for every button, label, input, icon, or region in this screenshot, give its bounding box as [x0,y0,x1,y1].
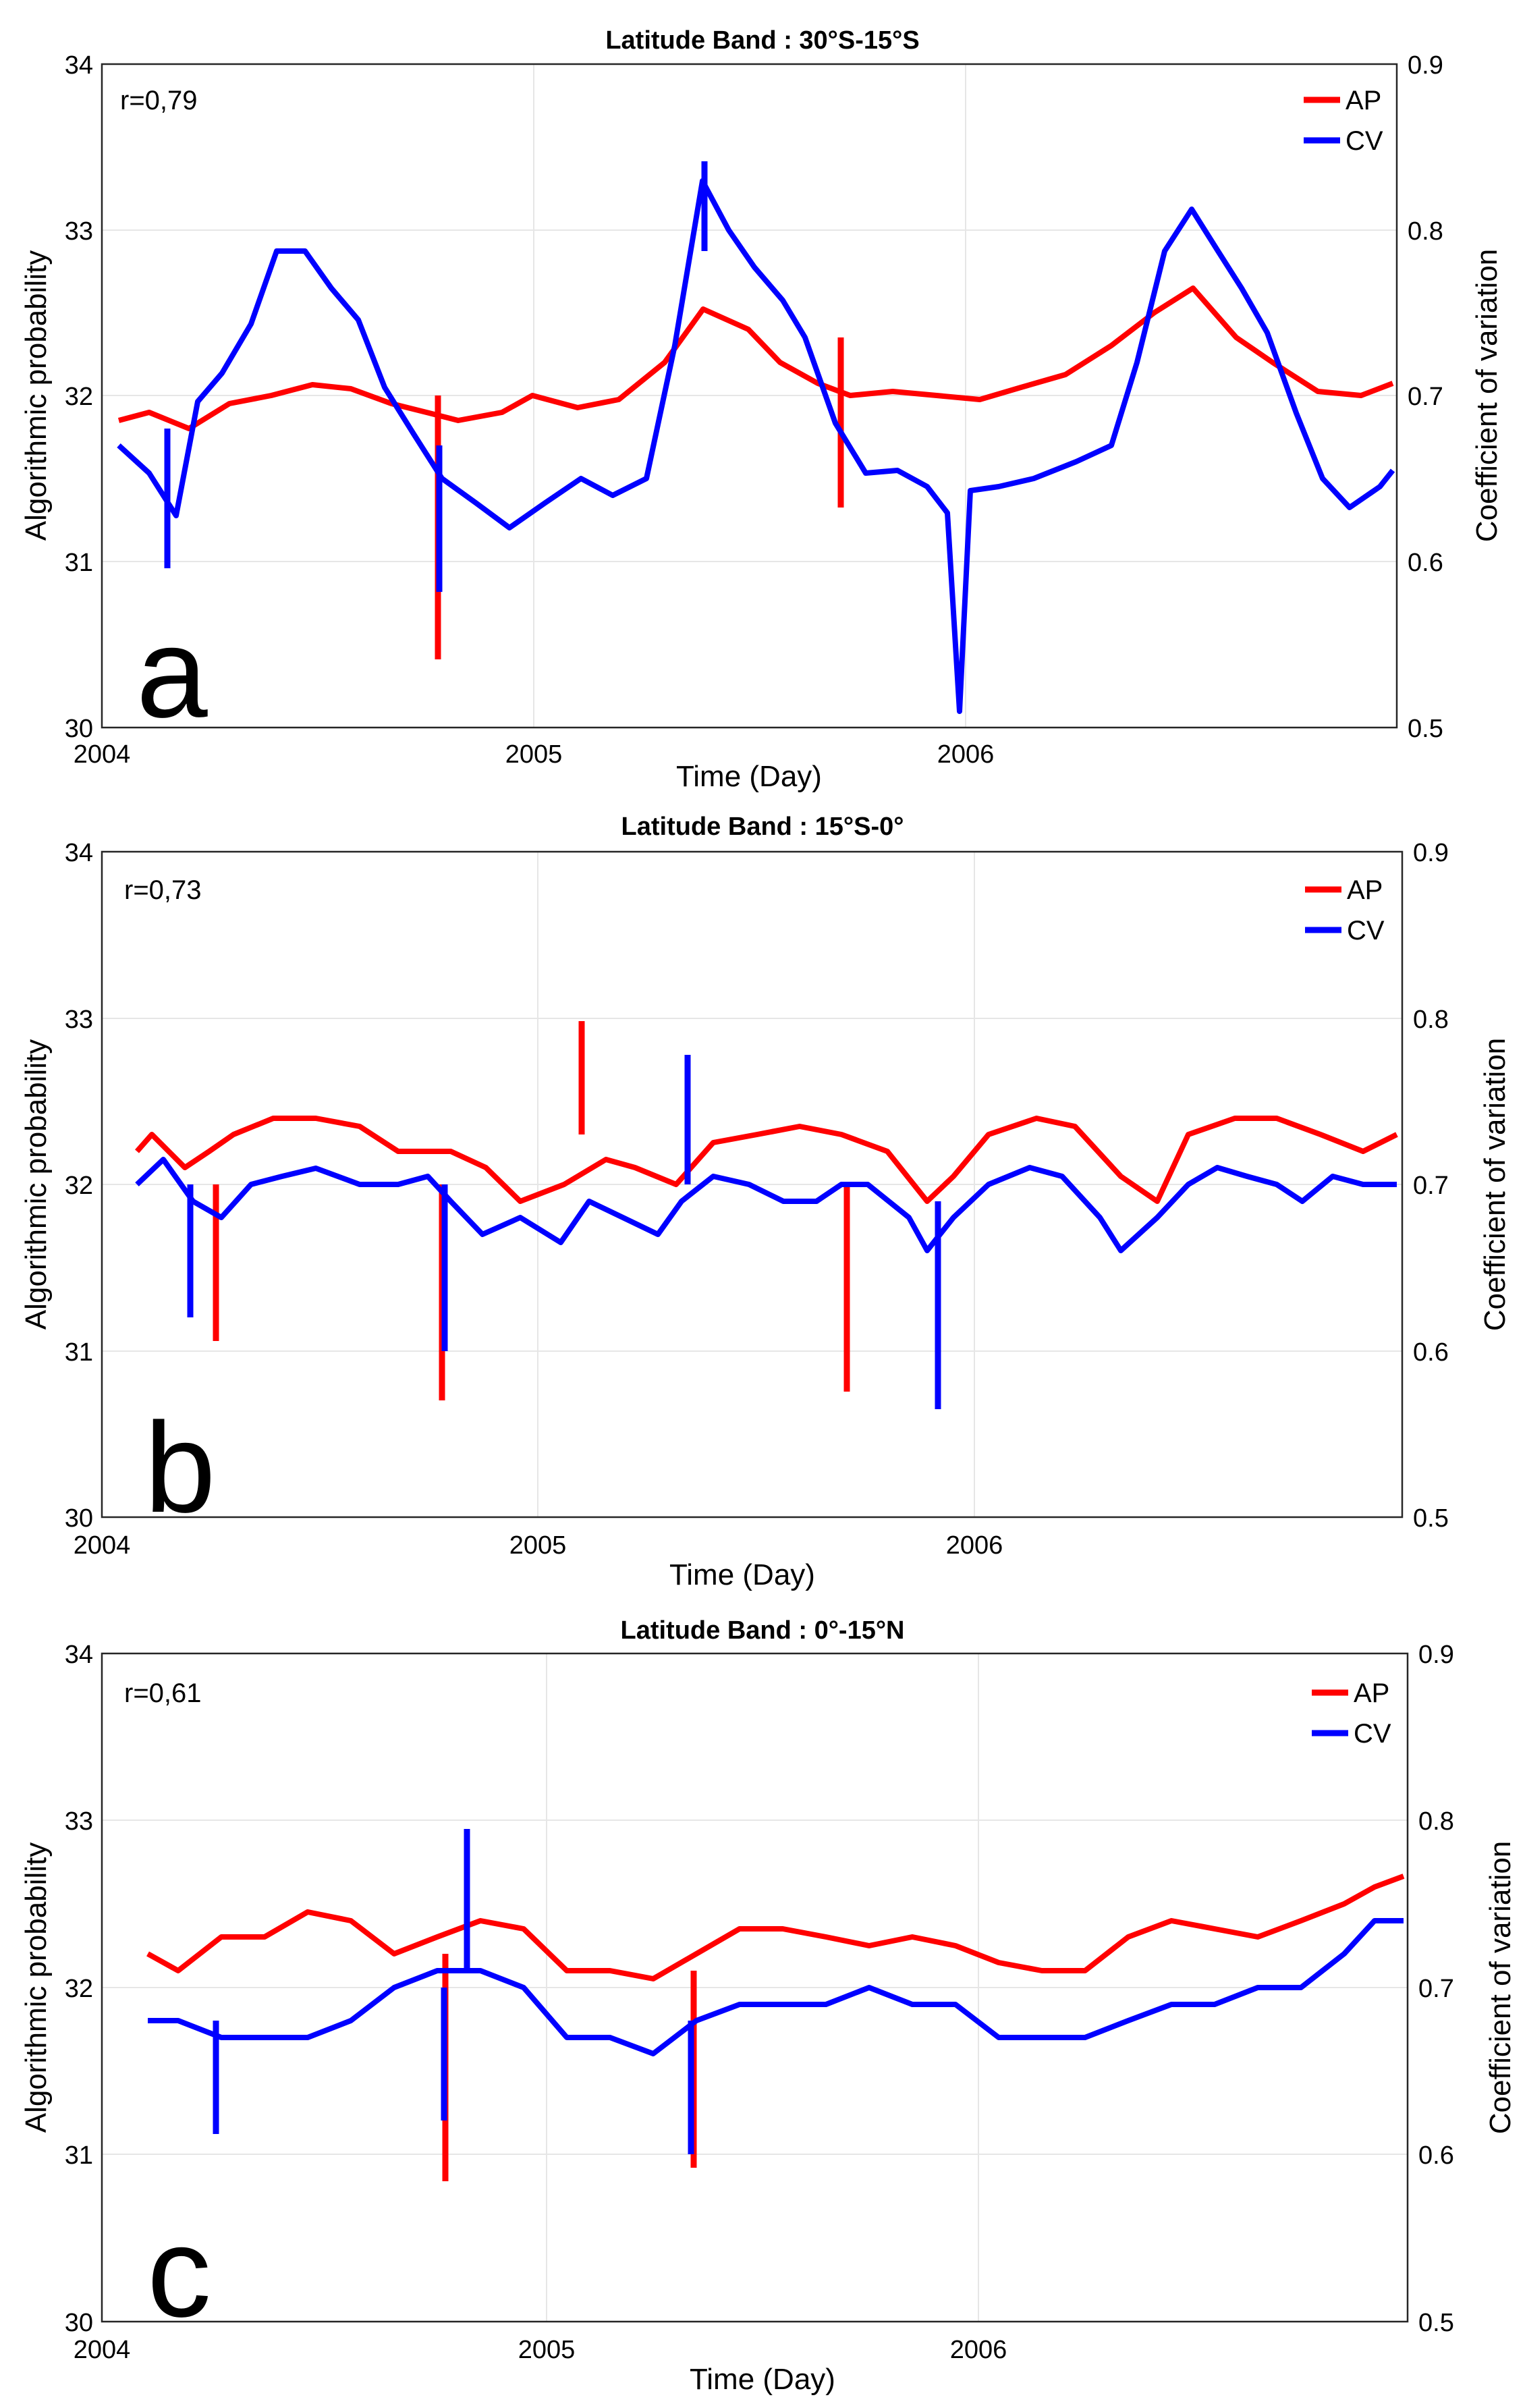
panel-c-x-ticks: 2004 2005 2006 [74,2336,1007,2364]
panel-a-ylabel-right: Coefficient of variation [1470,249,1503,543]
panel-c-rtick-05: 0.5 [1418,2309,1454,2337]
panel-a-series-cv [117,161,1395,714]
panel-c-ytick-34: 34 [65,1641,93,1669]
panel-a-legend: AP CV [1304,86,1383,156]
panel-a-ytick-34: 34 [65,51,93,80]
panel-b-rtick-08: 0.8 [1413,1006,1449,1034]
panel-c-rtick-06: 0.6 [1418,2141,1454,2170]
panel-b-series-ap [134,1021,1398,1400]
panel-c-ap-line [146,1873,1405,1981]
panel-a-xtick-2006: 2006 [937,740,995,769]
panel-c-ytick-30: 30 [65,2309,93,2337]
panel-b-xlabel: Time (Day) [669,1558,815,1591]
panel-a-rtick-08: 0.8 [1408,217,1443,246]
panel-b-rtick-07: 0.7 [1413,1172,1449,1200]
panel-c-axes-box [101,1652,1409,2323]
panel-a-xtick-2004: 2004 [74,740,131,769]
panel-a-cv-line [117,178,1395,714]
panel-c-ytick-32: 32 [65,1975,93,2003]
panel-b-rtick-09: 0.9 [1413,839,1449,867]
panel-c-legend: AP CV [1312,1678,1391,1749]
panel-a-ylabel-left: Algorithmic probability [20,250,53,541]
panel-a-axes-box [101,63,1398,729]
panel-c-xlabel: Time (Day) [690,2363,835,2396]
panel-c-letter: c [147,2201,211,2344]
panel-b-correlation: r=0,73 [124,875,202,905]
panel-a-rtick-05: 0.5 [1408,715,1443,743]
panel-b-ytick-33: 33 [65,1006,93,1034]
panel-b-legend: AP CV [1305,875,1385,946]
panel-c-rtick-09: 0.9 [1418,1641,1454,1669]
panel-b-ytick-34: 34 [65,839,93,867]
panel-b-xtick-2004: 2004 [74,1531,131,1560]
panel-c-series-cv [148,1829,1404,2154]
panel-a-legend-cv: CV [1346,126,1383,156]
panel-a-rtick-07: 0.7 [1408,383,1443,411]
panel-c-legend-cv: CV [1354,1719,1391,1749]
panel-b-cv-line [135,1157,1397,1253]
panel-a-grid [102,64,1397,728]
panel-c: Latitude Band : 0°-15°N 30 31 32 33 [20,1616,1517,2396]
panel-c-grid [102,1653,1408,2322]
panel-a-title: Latitude Band : 30°S-15°S [605,26,919,55]
panel-a-letter: a [136,601,208,744]
panel-c-xtick-2004: 2004 [74,2336,131,2364]
panel-b-xtick-2006: 2006 [946,1531,1003,1560]
panel-c-ytick-31: 31 [65,2141,93,2170]
panel-a: Latitude Band : 30°S-15°S 30 31 32 33 34 [20,26,1503,793]
panel-b-axes-box [101,850,1404,1518]
panel-a-xtick-2005: 2005 [505,740,563,769]
panel-c-right-ticks: 0.5 0.6 0.7 0.8 0.9 [1418,1641,1454,2337]
panel-b-left-ticks: 30 31 32 33 34 [65,839,93,1533]
panel-a-correlation: r=0,79 [120,86,198,115]
panel-b-title: Latitude Band : 15°S-0° [621,813,904,841]
panel-a-legend-ap: AP [1346,86,1381,115]
panel-c-rtick-07: 0.7 [1418,1975,1454,2003]
panel-b-xtick-2005: 2005 [509,1531,567,1560]
panel-b-right-ticks: 0.5 0.6 0.7 0.8 0.9 [1413,839,1449,1533]
panel-a-ap-line [117,285,1394,431]
panel-c-ylabel-left: Algorithmic probability [20,1842,53,2133]
panel-c-series-ap [146,1837,1405,2181]
panel-a-series-ap [117,285,1394,659]
panel-c-title: Latitude Band : 0°-15°N [621,1616,905,1645]
panel-c-xtick-2006: 2006 [950,2336,1007,2364]
panel-b: Latitude Band : 15°S-0° 30 31 32 [20,813,1512,1591]
panel-a-ytick-31: 31 [65,549,93,577]
panel-a-x-ticks: 2004 2005 2006 [74,740,995,769]
panel-c-legend-ap: AP [1354,1678,1389,1708]
panel-b-letter: b [144,1396,216,1539]
panel-b-x-ticks: 2004 2005 2006 [74,1531,1003,1560]
panel-c-ytick-33: 33 [65,1807,93,1836]
panel-b-series-cv [135,1055,1397,1409]
panel-b-ylabel-right: Coefficient of variation [1478,1038,1512,1332]
panel-b-ap-line [134,1116,1398,1204]
panel-a-ytick-30: 30 [65,715,93,743]
panel-b-ytick-31: 31 [65,1338,93,1367]
panel-b-ytick-32: 32 [65,1172,93,1200]
panel-a-rtick-06: 0.6 [1408,549,1443,577]
panel-a-rtick-09: 0.9 [1408,51,1443,80]
panel-b-legend-ap: AP [1347,875,1383,905]
panel-b-rtick-05: 0.5 [1413,1504,1449,1533]
panel-b-ytick-30: 30 [65,1504,93,1533]
panel-b-legend-cv: CV [1347,916,1385,946]
panel-a-left-ticks: 30 31 32 33 34 [65,51,93,743]
panel-a-xlabel: Time (Day) [676,760,822,793]
panel-b-ylabel-left: Algorithmic probability [20,1039,53,1330]
panel-b-rtick-06: 0.6 [1413,1338,1449,1367]
panel-c-rtick-08: 0.8 [1418,1807,1454,1836]
panel-c-xtick-2005: 2005 [518,2336,576,2364]
panel-a-ytick-33: 33 [65,217,93,246]
panel-c-cv-line [148,1918,1404,2056]
panel-c-left-ticks: 30 31 32 33 34 [65,1641,93,2337]
panel-a-right-ticks: 0.5 0.6 0.7 0.8 0.9 [1408,51,1443,743]
panel-c-correlation: r=0,61 [124,1678,202,1708]
panel-a-ytick-32: 32 [65,383,93,411]
panel-c-ylabel-right: Coefficient of variation [1484,1841,1517,2135]
